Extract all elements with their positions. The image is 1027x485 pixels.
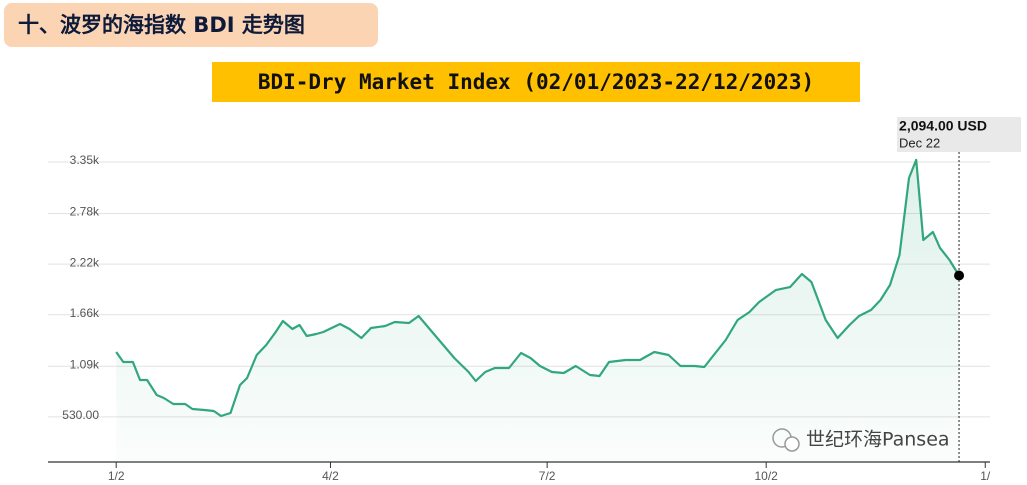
wm-icon [784,436,800,452]
x-tick-label: 10/2 [755,469,779,483]
chart-title: BDI-Dry Market Index (02/01/2023-22/12/2… [212,62,860,102]
y-tick-label: 1.09k [70,357,100,371]
tooltip-value: 2,094.00 USD [899,118,987,134]
y-tick-label: 2.22k [70,255,100,269]
x-tick-label: 1/ [980,469,991,483]
y-tick-label: 530.00 [62,408,99,422]
x-tick-label: 1/2 [108,469,125,483]
area [116,159,959,462]
tooltip-box [897,117,1022,152]
watermark: 世纪环海Pansea [806,429,950,451]
y-tick-label: 3.35k [70,153,100,167]
x-tick-label: 4/2 [322,469,339,483]
last-point [954,270,965,281]
y-tick-label: 1.66k [70,306,100,320]
tooltip-date: Dec 22 [899,135,940,150]
x-tick-label: 7/2 [539,469,556,483]
line [115,158,960,418]
y-tick-label: 2.78k [70,205,100,219]
section-header: 十、波罗的海指数 BDI 走势图 [4,3,378,47]
